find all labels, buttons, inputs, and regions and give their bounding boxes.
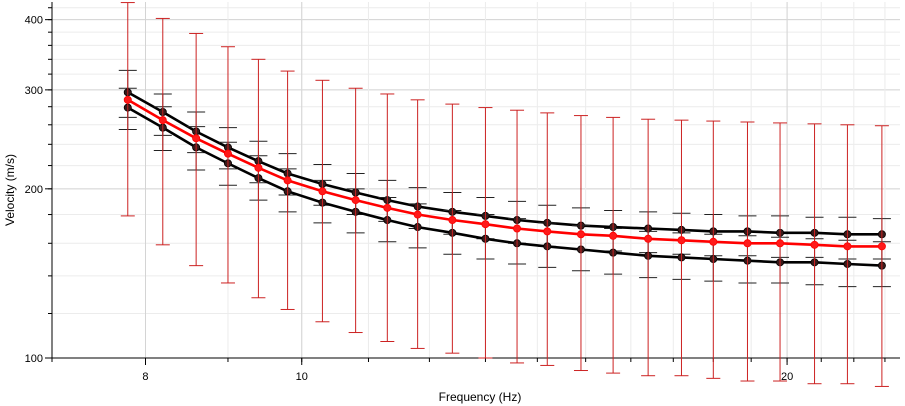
series-0 xyxy=(120,2,889,387)
data-point xyxy=(283,176,292,185)
y-tick-label: 300 xyxy=(25,85,43,97)
series-line xyxy=(127,91,882,236)
x-tick-label: 8 xyxy=(142,371,148,383)
data-point xyxy=(543,227,552,236)
y-tick-label: 400 xyxy=(25,15,43,27)
x-tick-label: 20 xyxy=(781,371,793,383)
data-point xyxy=(709,237,718,246)
data-point xyxy=(644,234,653,243)
data-point xyxy=(223,149,232,158)
data-point xyxy=(677,236,686,245)
axes: 100 200 300 400 8 10 20 xyxy=(25,2,900,383)
y-tick-label: 100 xyxy=(25,353,43,365)
data-point xyxy=(351,196,360,205)
data-point xyxy=(123,95,132,104)
series-line xyxy=(127,98,882,248)
data-point xyxy=(158,116,167,125)
x-tick-label: 10 xyxy=(296,371,308,383)
series-layer xyxy=(118,2,891,387)
data-point xyxy=(877,242,886,251)
data-point xyxy=(448,216,457,225)
data-point xyxy=(413,210,422,219)
data-point xyxy=(743,239,752,248)
data-point xyxy=(776,239,785,248)
y-axis-title: Velocity (m/s) xyxy=(3,154,17,226)
data-point xyxy=(481,220,490,229)
data-point xyxy=(254,163,263,172)
grid-lines xyxy=(51,2,900,359)
data-point xyxy=(576,230,585,239)
y-tick-label: 200 xyxy=(25,184,43,196)
data-point xyxy=(513,224,522,233)
data-point xyxy=(609,231,618,240)
data-point xyxy=(843,242,852,251)
series-line xyxy=(127,106,882,267)
x-axis-title: Frequency (Hz) xyxy=(439,390,522,404)
data-point xyxy=(318,187,327,196)
data-point xyxy=(383,203,392,212)
data-point xyxy=(192,134,201,143)
data-point xyxy=(810,240,819,249)
